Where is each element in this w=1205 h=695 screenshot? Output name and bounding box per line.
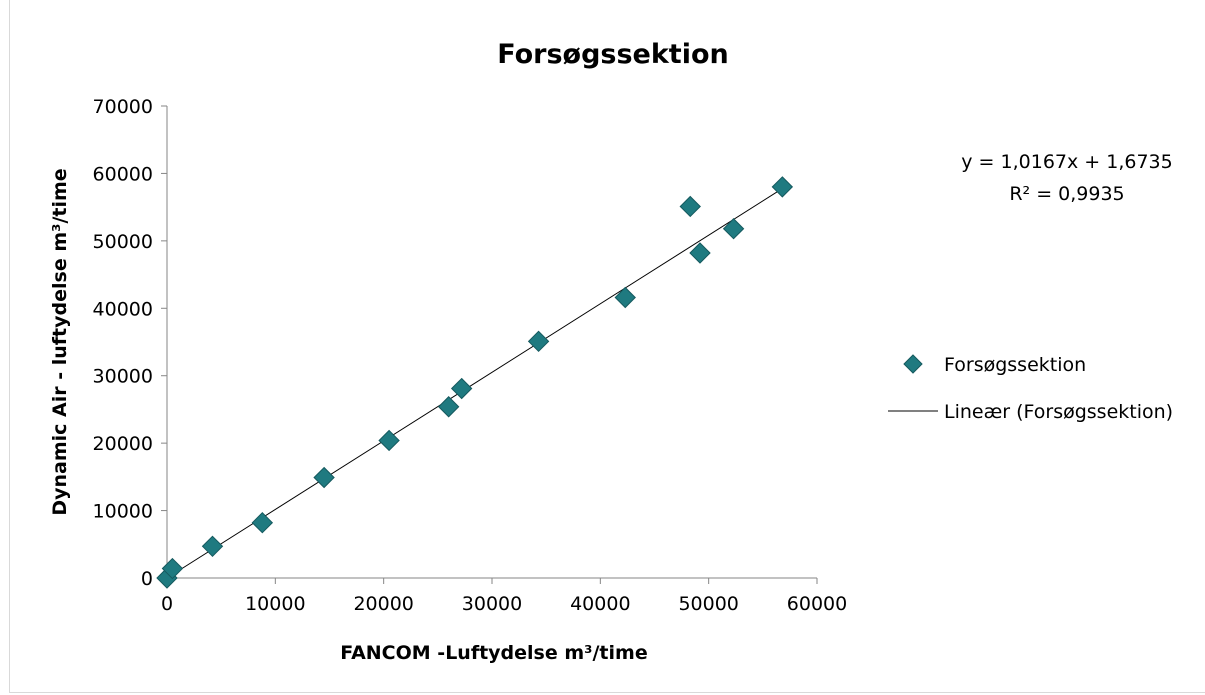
data-point bbox=[313, 466, 335, 489]
x-tick-label: 20000 bbox=[353, 593, 413, 615]
legend: Forsøgssektion Lineær (Forsøgssektion) bbox=[888, 354, 1173, 423]
chart-frame bbox=[9, 0, 1205, 693]
y-tick-label: 60000 bbox=[93, 163, 153, 185]
y-tick-label: 70000 bbox=[93, 96, 153, 118]
y-tick-label: 20000 bbox=[93, 433, 153, 455]
data-point bbox=[161, 557, 184, 580]
data-point bbox=[614, 286, 636, 309]
x-tick-label: 40000 bbox=[570, 593, 630, 615]
y-tick-label: 0 bbox=[141, 568, 153, 590]
x-axis-ticks: 0 10000 20000 30000 40000 50000 60000 bbox=[161, 578, 847, 615]
x-axis-title: FANCOM -Luftydelse m³/time bbox=[340, 642, 647, 664]
y-tick-label: 40000 bbox=[93, 298, 153, 320]
trendline-equation: y = 1,0167x + 1,6735 bbox=[961, 151, 1172, 173]
y-tick-label: 30000 bbox=[93, 366, 153, 388]
y-axis-title: Dynamic Air - luftydelse m³/time bbox=[49, 168, 71, 515]
trendline bbox=[166, 188, 783, 579]
x-tick-label: 10000 bbox=[245, 593, 305, 615]
y-tick-label: 10000 bbox=[93, 501, 153, 523]
data-point bbox=[527, 330, 550, 353]
y-axis-ticks: 0 10000 20000 30000 40000 50000 60000 70000 bbox=[93, 96, 167, 590]
legend-marker-diamond bbox=[903, 354, 923, 374]
x-tick-label: 50000 bbox=[678, 593, 738, 615]
trendline-r2: R² = 0,9935 bbox=[1009, 183, 1124, 205]
data-point bbox=[679, 195, 701, 218]
chart-title: Forsøgssektion bbox=[497, 39, 729, 70]
y-tick-label: 50000 bbox=[93, 231, 153, 253]
data-point bbox=[437, 396, 460, 418]
data-point bbox=[201, 535, 224, 558]
legend-label-trendline: Lineær (Forsøgssektion) bbox=[944, 401, 1173, 423]
x-tick-label: 60000 bbox=[787, 593, 847, 615]
x-tick-label: 30000 bbox=[462, 593, 522, 615]
legend-label-series: Forsøgssektion bbox=[944, 354, 1086, 376]
x-tick-label: 0 bbox=[161, 593, 173, 615]
data-point bbox=[378, 429, 400, 452]
data-point bbox=[450, 377, 473, 400]
data-points bbox=[156, 176, 794, 589]
data-point bbox=[771, 176, 794, 198]
data-point bbox=[722, 218, 745, 240]
data-point bbox=[689, 242, 711, 264]
data-point bbox=[251, 512, 274, 534]
